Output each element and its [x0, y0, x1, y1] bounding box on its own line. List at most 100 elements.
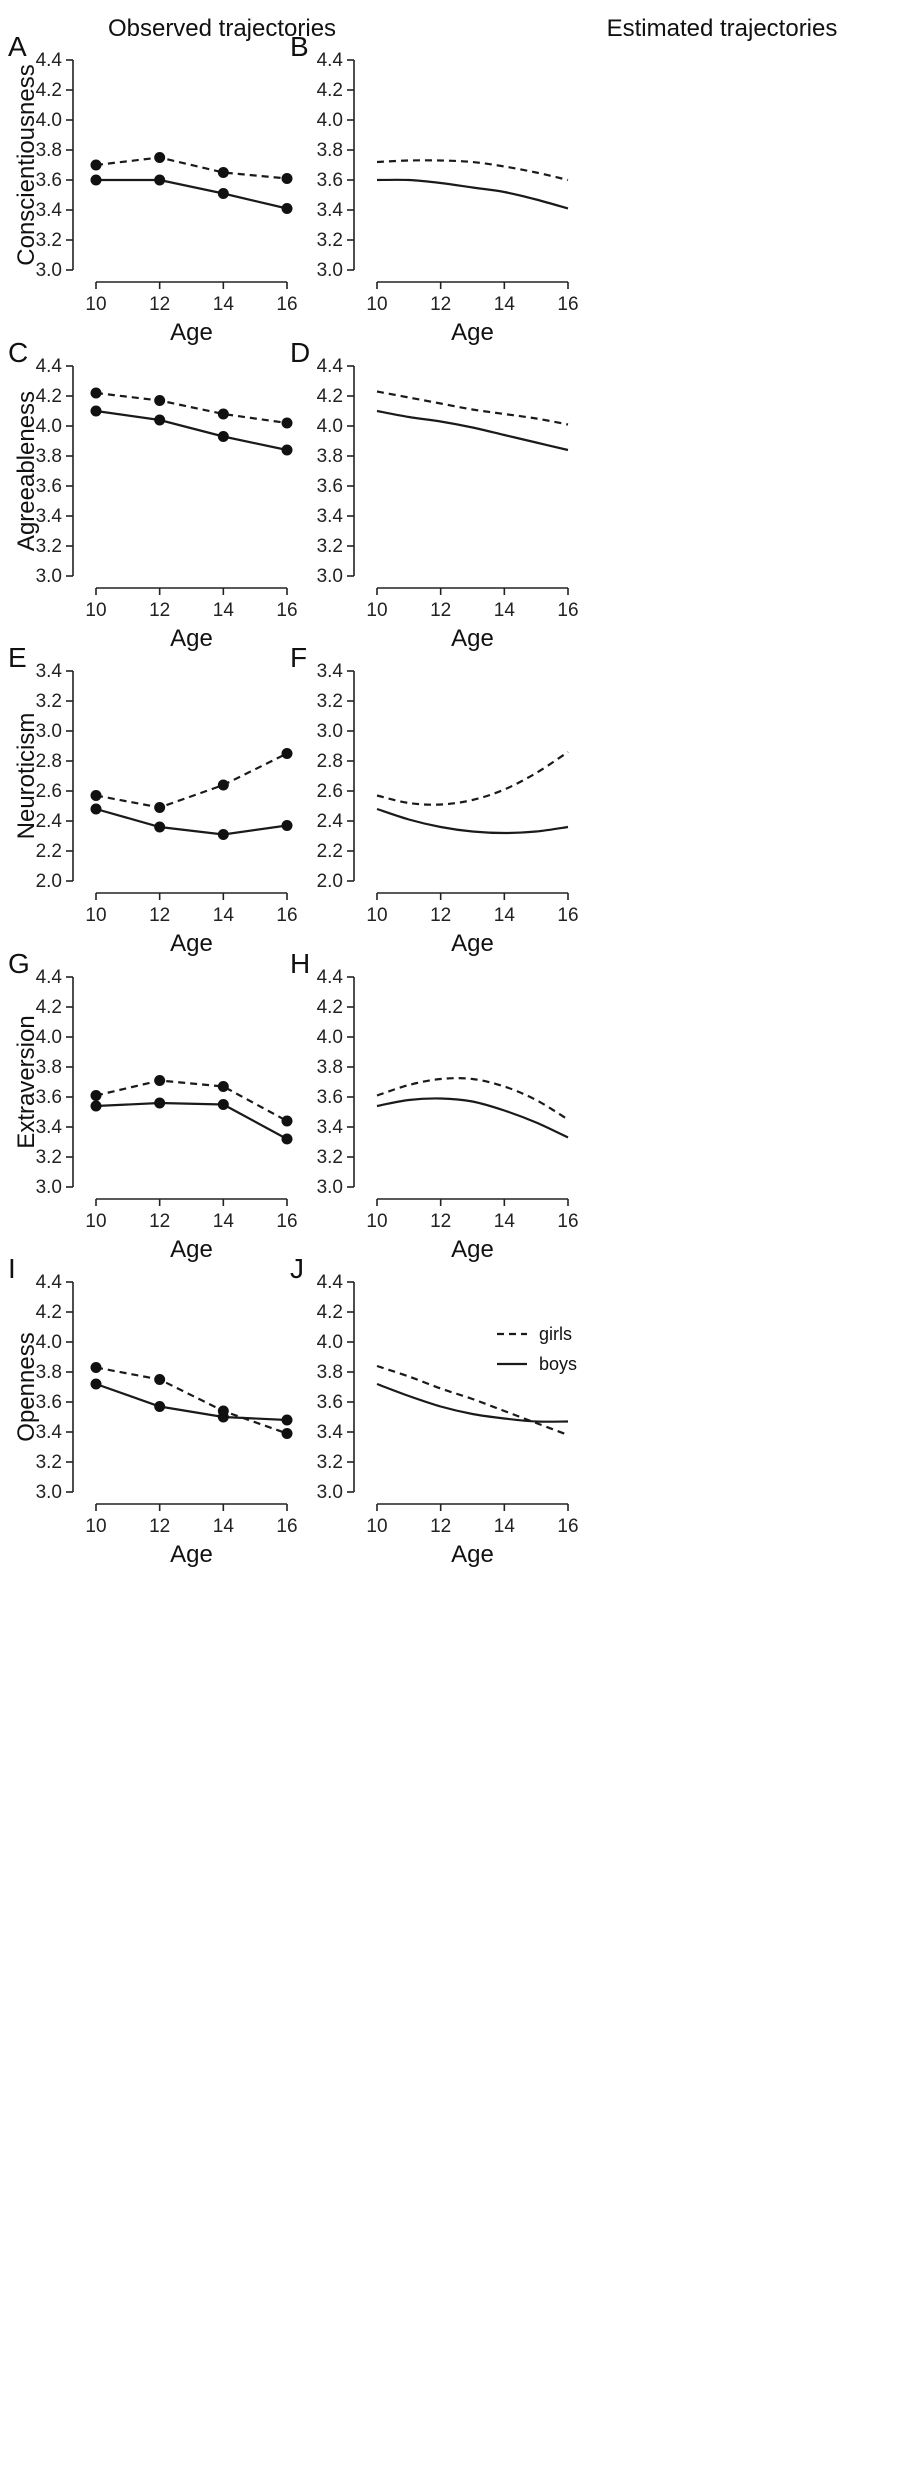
series-line-girls [95, 156, 288, 180]
series-line-girls [376, 159, 569, 182]
x-tick-label: 14 [494, 1516, 516, 1537]
y-tick-label: 3.6 [36, 1087, 62, 1108]
x-tick-label: 12 [430, 1516, 451, 1537]
y-tick-label: 2.2 [317, 841, 343, 862]
y-tick-label: 3.2 [36, 230, 62, 251]
y-tick-label: 3.8 [36, 1057, 62, 1078]
x-axis-label: Age [451, 319, 494, 346]
y-tick-label: 3.6 [36, 476, 62, 497]
y-tick-label: 3.8 [317, 1057, 343, 1078]
data-point-girls [281, 1428, 293, 1439]
panel-letter: H [290, 948, 310, 979]
y-tick-label: 3.0 [317, 566, 343, 587]
legend-label-boys: boys [539, 1354, 577, 1374]
y-tick-label: 3.0 [36, 260, 62, 281]
data-point-girls [281, 417, 293, 429]
y-tick-label: 4.2 [317, 80, 343, 101]
y-tick-label: 3.8 [317, 1362, 343, 1383]
y-tick-label: 3.0 [36, 721, 62, 742]
x-axis-label: Age [451, 625, 494, 652]
data-point-girls [90, 790, 102, 801]
series-line-girls [376, 751, 569, 806]
y-tick-label: 4.0 [36, 416, 62, 437]
data-point-girls [154, 395, 166, 406]
y-tick-label: 3.4 [317, 1117, 344, 1138]
data-point-boys [90, 174, 102, 186]
data-point-boys [281, 444, 293, 456]
y-tick-label: 3.0 [36, 1177, 62, 1198]
x-tick-label: 16 [276, 600, 297, 621]
y-tick-label: 3.4 [36, 506, 63, 527]
y-tick-label: 4.4 [36, 967, 63, 988]
data-point-girls [154, 802, 166, 813]
series-line-girls [95, 1366, 288, 1435]
y-tick-label: 4.2 [36, 1302, 62, 1323]
x-tick-label: 12 [149, 294, 170, 315]
y-tick-label: 4.0 [36, 1027, 62, 1048]
data-point-boys [217, 431, 229, 442]
y-tick-label: 3.2 [36, 691, 62, 712]
series-line-boys [376, 178, 569, 210]
x-tick-label: 14 [213, 1211, 235, 1232]
data-point-girls [154, 1374, 166, 1385]
x-tick-label: 14 [213, 294, 235, 315]
y-tick-label: 3.6 [317, 476, 343, 497]
x-tick-label: 14 [213, 905, 235, 926]
series-line-boys [376, 807, 569, 835]
x-tick-label: 10 [366, 905, 387, 926]
y-tick-label: 3.4 [317, 661, 344, 682]
y-tick-label: 3.0 [317, 260, 343, 281]
y-tick-label: 3.6 [317, 1087, 343, 1108]
series-line-boys [96, 178, 288, 210]
x-tick-label: 12 [149, 1211, 170, 1232]
data-point-boys [90, 1378, 102, 1390]
x-axis-label: Age [170, 319, 213, 346]
x-tick-label: 16 [557, 294, 578, 315]
panel-b: B 3.0 3.2 3.4 3.6 3.8 4.0 4.2 4.4 10 12 14 16 Age [290, 31, 579, 346]
data-point-boys [90, 405, 102, 417]
data-point-boys [154, 174, 166, 186]
series-line-girls [376, 1077, 569, 1121]
panel-letter: E [8, 642, 27, 673]
y-axis-label: Openness [13, 1332, 40, 1441]
y-tick-label: 3.2 [317, 691, 343, 712]
x-axis-label: Age [170, 1541, 213, 1568]
panel-c: C 3.0 3.2 3.4 3.6 3.8 4.0 4.2 4.4 10 12 14 16 Age Agre… [8, 337, 298, 652]
y-tick-label: 3.8 [36, 446, 62, 467]
series-line-girls [376, 1364, 569, 1437]
x-tick-label: 10 [366, 294, 387, 315]
data-point-boys [281, 820, 293, 831]
y-tick-label: 4.2 [317, 997, 343, 1018]
y-tick-label: 3.2 [36, 536, 62, 557]
y-tick-label: 4.4 [36, 50, 63, 71]
y-tick-label: 4.4 [317, 967, 344, 988]
y-tick-label: 2.0 [317, 871, 343, 892]
y-tick-label: 3.2 [317, 230, 343, 251]
x-tick-label: 16 [276, 1516, 297, 1537]
y-tick-label: 2.6 [36, 781, 62, 802]
data-point-girls [90, 1090, 102, 1101]
data-point-boys [154, 414, 166, 426]
x-axis-label: Age [451, 930, 494, 957]
y-tick-label: 4.4 [317, 50, 344, 71]
legend-label-girls: girls [539, 1324, 572, 1344]
panel-a: A 3.0 3.2 3.4 3.6 3.8 4.0 4.2 4.4 10 12 14 16 Age Cons… [8, 31, 298, 346]
y-tick-label: 3.2 [36, 1452, 62, 1473]
data-point-girls [217, 779, 229, 791]
data-point-girls [90, 159, 102, 171]
y-tick-label: 3.8 [317, 140, 343, 161]
x-axis-label: Age [451, 1541, 494, 1568]
y-tick-label: 4.2 [317, 1302, 343, 1323]
y-tick-label: 4.0 [317, 1027, 343, 1048]
series-line-boys [376, 409, 569, 452]
panel-j: J 3.0 3.2 3.4 3.6 3.8 4.0 4.2 4.4 10 12 14 16 Age girl… [290, 1253, 579, 1568]
y-tick-label: 3.0 [36, 566, 62, 587]
y-axis-label: Extraversion [13, 1015, 40, 1148]
x-tick-label: 14 [213, 1516, 235, 1537]
y-tick-label: 4.2 [36, 80, 62, 101]
y-tick-label: 3.4 [317, 200, 344, 221]
data-point-boys [90, 803, 102, 815]
y-axis-label: Conscientiousness [13, 64, 40, 265]
y-tick-label: 3.8 [36, 140, 62, 161]
